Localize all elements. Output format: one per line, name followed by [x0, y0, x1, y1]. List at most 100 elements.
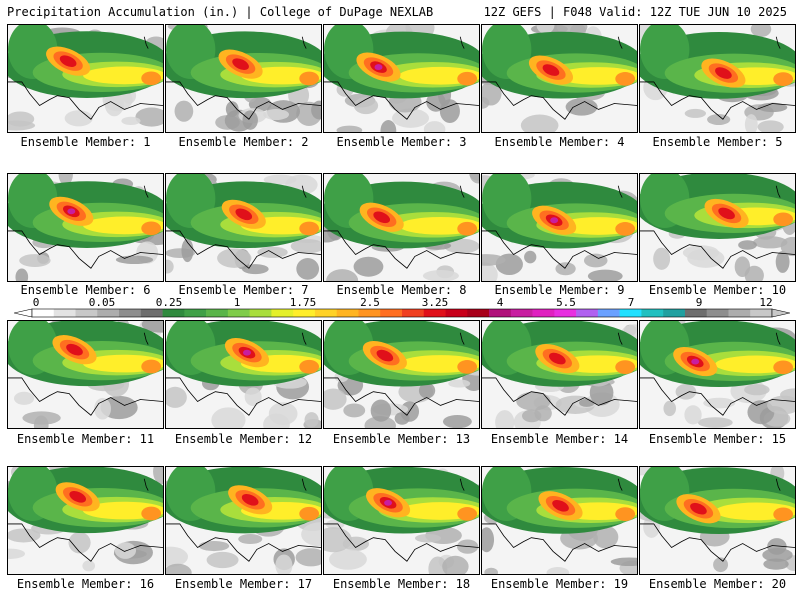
ensemble-member-label: Ensemble Member: 19 [490, 577, 629, 591]
colorbar-swatch [97, 309, 120, 317]
ensemble-member-map [165, 24, 322, 133]
precip-field [324, 467, 479, 574]
ensemble-member-label: Ensemble Member: 9 [494, 283, 625, 297]
colorbar-tick-label: 4 [497, 296, 504, 309]
ensemble-member-map [323, 466, 480, 575]
ensemble-member-label: Ensemble Member: 3 [336, 135, 467, 149]
colorbar-swatch [119, 309, 142, 317]
ensemble-member-map [7, 320, 164, 429]
colorbar-swatch [576, 309, 599, 317]
precip-field [640, 321, 795, 428]
colorbar-tick-label: 0.25 [156, 296, 183, 309]
colorbar-swatch [489, 309, 512, 317]
ensemble-member-label: Ensemble Member: 5 [652, 135, 783, 149]
colorbar-swatch [750, 309, 773, 317]
precip-field [8, 174, 163, 281]
ensemble-member-map [7, 173, 164, 282]
ensemble-member-label: Ensemble Member: 6 [20, 283, 151, 297]
ensemble-member-map [639, 320, 796, 429]
colorbar-swatch [423, 309, 446, 317]
colorbar-swatch [293, 309, 316, 317]
colorbar-swatch [554, 309, 577, 317]
precip-field [166, 321, 321, 428]
ensemble-member-label: Ensemble Member: 12 [174, 432, 313, 446]
precip-field [8, 25, 163, 132]
colorbar-tick-label: 3.25 [422, 296, 449, 309]
ensemble-member-map [639, 24, 796, 133]
model-run-info: 12Z GEFS | F048 Valid: 12Z TUE JUN 10 20… [483, 5, 787, 19]
ensemble-member-label: Ensemble Member: 10 [648, 283, 787, 297]
colorbar-swatch [706, 309, 729, 317]
ensemble-member-label: Ensemble Member: 20 [648, 577, 787, 591]
colorbar-tick-label: 7 [628, 296, 635, 309]
colorbar-tick-label: 12 [759, 296, 772, 309]
colorbar-swatch [641, 309, 664, 317]
precip-field [640, 174, 795, 281]
colorbar-tick-label: 0.05 [89, 296, 116, 309]
precip-field [640, 467, 795, 574]
ensemble-member-map [323, 24, 480, 133]
ensemble-member-label: Ensemble Member: 16 [16, 577, 155, 591]
precip-field [324, 174, 479, 281]
colorbar-swatch [445, 309, 468, 317]
colorbar-max-arrow [771, 308, 790, 318]
ensemble-member-label: Ensemble Member: 15 [648, 432, 787, 446]
colorbar-swatch [402, 309, 425, 317]
ensemble-member-label: Ensemble Member: 13 [332, 432, 471, 446]
colorbar-tick-label: 1 [234, 296, 241, 309]
colorbar-tick-label: 9 [696, 296, 703, 309]
ensemble-member-map [7, 466, 164, 575]
precip-field [482, 321, 637, 428]
colorbar-swatch [75, 309, 98, 317]
colorbar-swatch [597, 309, 620, 317]
precip-colorbar: 0 0.05 0.25 1 1.75 2.5 3.25 4 5.5 7 9 12 [14, 296, 790, 318]
colorbar-swatch [140, 309, 163, 317]
ensemble-member-label: Ensemble Member: 2 [178, 135, 309, 149]
colorbar-swatch [336, 309, 359, 317]
ensemble-member-map [165, 466, 322, 575]
colorbar-swatch [314, 309, 338, 317]
ensemble-member-label: Ensemble Member: 17 [174, 577, 313, 591]
ensemble-member-label: Ensemble Member: 7 [178, 283, 309, 297]
colorbar-swatch [53, 309, 76, 317]
ensemble-member-map [481, 173, 638, 282]
colorbar-swatch [358, 309, 381, 317]
ensemble-member-label: Ensemble Member: 1 [20, 135, 151, 149]
colorbar-tick-label: 5.5 [556, 296, 576, 309]
precip-field [8, 321, 163, 428]
colorbar-swatch [184, 309, 207, 317]
ensemble-member-map [639, 466, 796, 575]
colorbar-tick-label: 2.5 [360, 296, 380, 309]
colorbar-swatch [467, 309, 490, 317]
colorbar-swatch [684, 309, 708, 317]
colorbar-swatch [227, 309, 250, 317]
precip-field [8, 467, 163, 574]
ensemble-member-map [481, 320, 638, 429]
colorbar-swatch [32, 309, 55, 317]
ensemble-member-label: Ensemble Member: 18 [332, 577, 471, 591]
ensemble-member-map [481, 466, 638, 575]
colorbar-swatch [532, 309, 555, 317]
colorbar-swatch [510, 309, 533, 317]
colorbar-tick-label: 1.75 [290, 296, 317, 309]
colorbar-swatch [162, 309, 185, 317]
colorbar-swatch [271, 309, 294, 317]
colorbar-swatch [380, 309, 403, 317]
ensemble-member-label: Ensemble Member: 11 [16, 432, 155, 446]
colorbar-swatch [619, 309, 642, 317]
precip-field [166, 174, 321, 281]
colorbar-swatch [249, 309, 272, 317]
precip-field [482, 467, 637, 574]
colorbar-tick-label: 0 [33, 296, 40, 309]
colorbar-min-arrow [14, 308, 33, 318]
ensemble-member-label: Ensemble Member: 4 [494, 135, 625, 149]
precip-field [640, 25, 795, 132]
colorbar-swatch [206, 309, 229, 317]
ensemble-member-map [323, 320, 480, 429]
colorbar-swatch [663, 309, 686, 317]
precip-field [166, 25, 321, 132]
ensemble-member-map [7, 24, 164, 133]
ensemble-member-map [639, 173, 796, 282]
colorbar-swatch [728, 309, 751, 317]
ensemble-member-label: Ensemble Member: 14 [490, 432, 629, 446]
